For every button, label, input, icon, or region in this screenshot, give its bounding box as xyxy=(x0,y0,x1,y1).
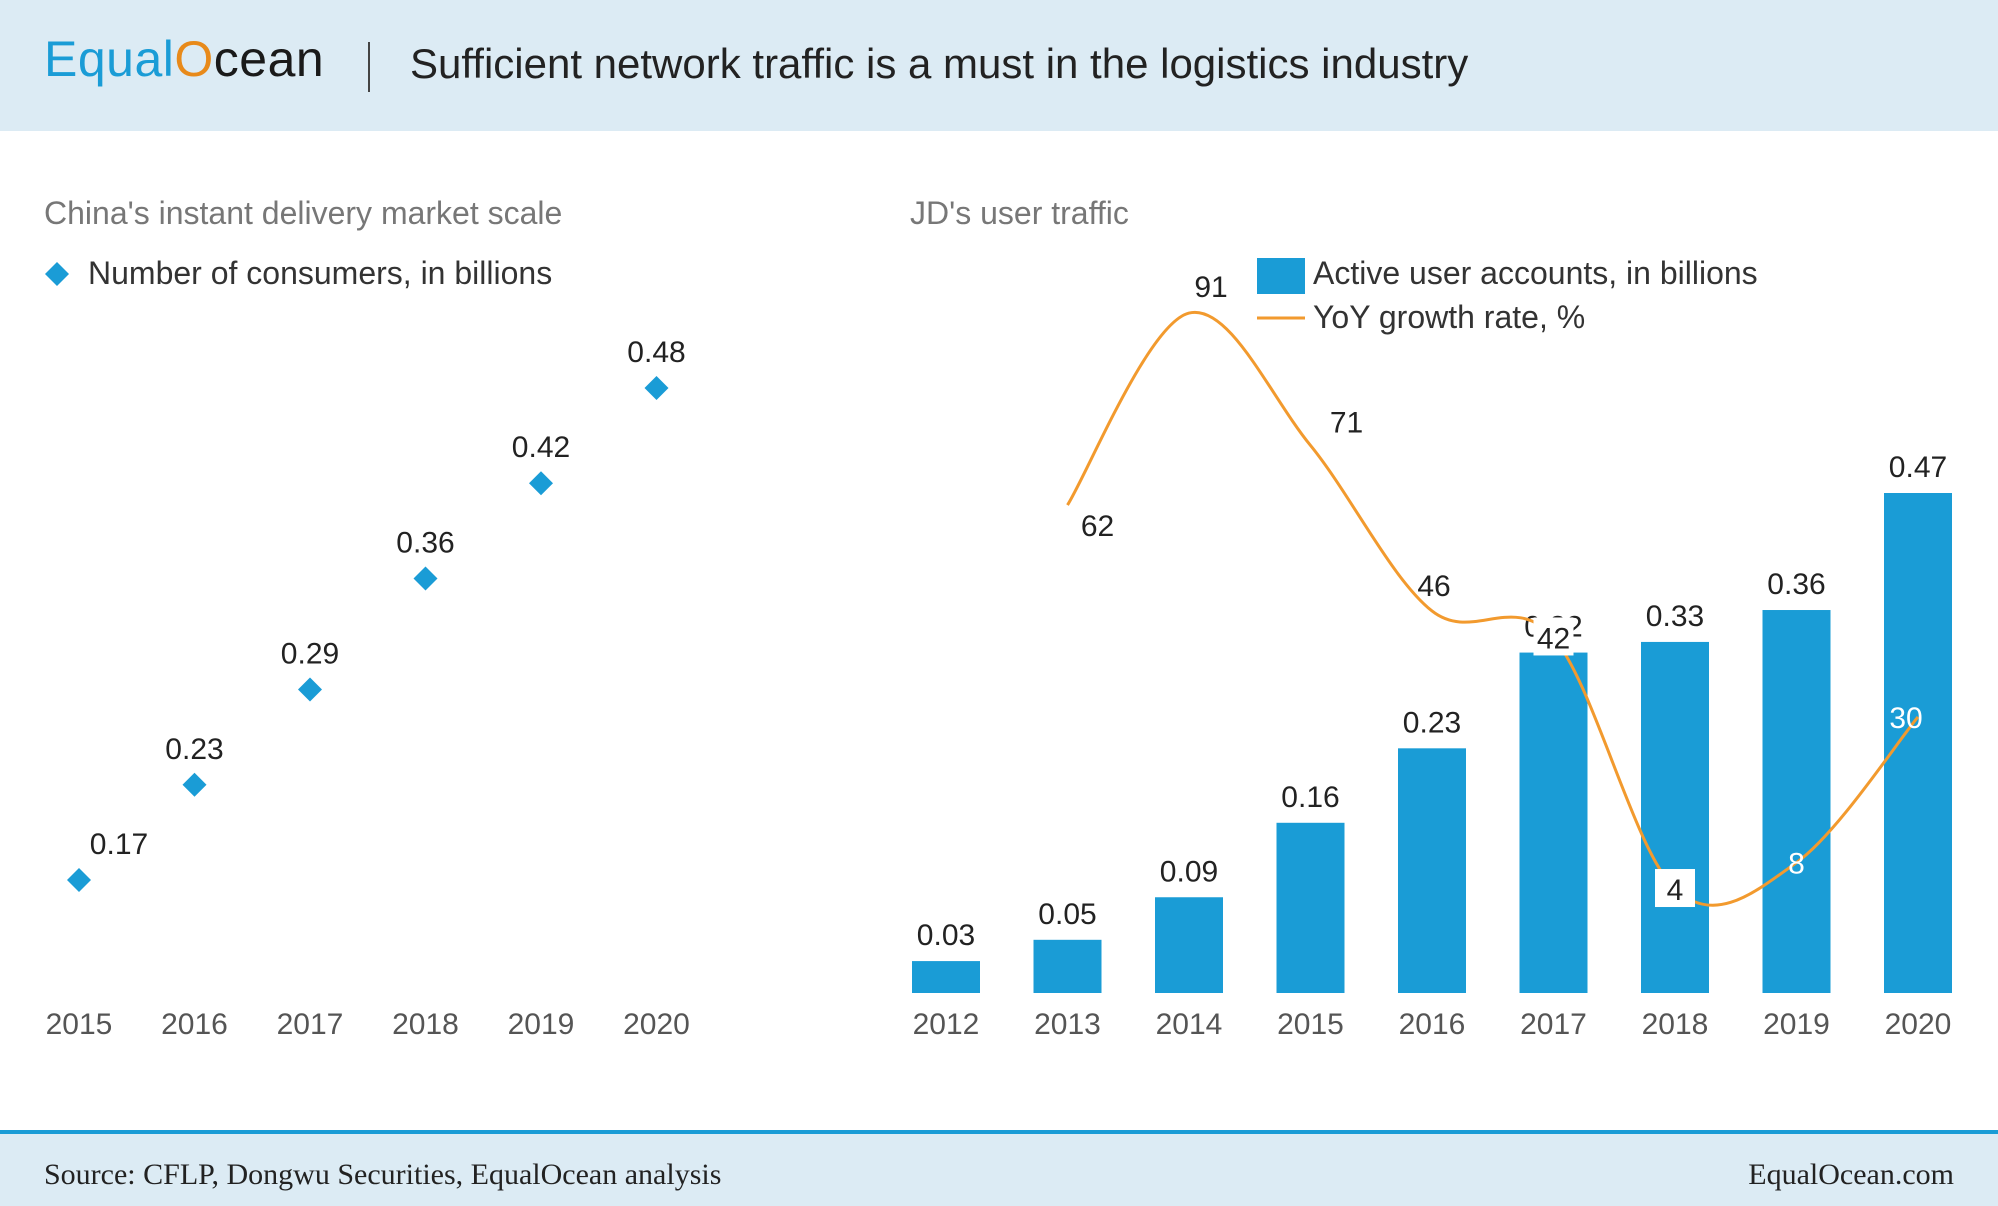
right-x-tick-label: 2016 xyxy=(1399,1008,1466,1041)
bar xyxy=(1519,652,1588,993)
bar xyxy=(912,961,980,993)
scatter-point xyxy=(529,471,553,496)
line-data-label: 30 xyxy=(1889,702,1922,735)
bar-data-label: 0.47 xyxy=(1889,451,1947,484)
bar-data-label: 0.36 xyxy=(1767,568,1825,601)
line-data-label: 71 xyxy=(1330,406,1363,439)
left-plot-area: 0.17 2015 0.23 2016 0.29 2017 0.36 2018 0.42 2019… xyxy=(46,336,690,1041)
line-data-label: 91 xyxy=(1194,271,1227,304)
left-x-tick-label: 2020 xyxy=(623,1008,690,1041)
scatter-data-label: 0.48 xyxy=(627,336,685,369)
scatter-data-label: 0.29 xyxy=(281,638,339,671)
bar xyxy=(1762,610,1831,993)
bar-data-label: 0.33 xyxy=(1646,600,1704,633)
right-plot-area: 0.03 2012 0.05 2013 0.09 2014 0.16 2015 0.23 2016… xyxy=(912,271,1952,1041)
logo-o-accent: O xyxy=(174,31,214,87)
left-x-tick-label: 2018 xyxy=(392,1008,459,1041)
line-data-label: 62 xyxy=(1081,510,1114,543)
charts-canvas: China's instant delivery market scale Nu… xyxy=(44,195,1952,1041)
left-x-tick-label: 2017 xyxy=(277,1008,344,1041)
right-x-tick-label: 2013 xyxy=(1034,1008,1101,1041)
line-data-label: 46 xyxy=(1417,570,1450,603)
line-label-background xyxy=(1655,869,1695,908)
scatter-data-label: 0.36 xyxy=(396,526,454,559)
right-chart-title: JD's user traffic xyxy=(910,195,1129,231)
header-banner xyxy=(0,0,1998,131)
header-divider xyxy=(368,42,370,92)
footer-site: EqualOcean.com xyxy=(1748,1158,1954,1191)
left-x-tick-label: 2019 xyxy=(508,1008,575,1041)
bar xyxy=(1033,939,1102,993)
right-x-tick-label: 2020 xyxy=(1885,1008,1952,1041)
line-label-background xyxy=(1533,617,1574,656)
line-data-label: 8 xyxy=(1788,848,1805,881)
bar-data-label: 0.16 xyxy=(1281,781,1339,814)
bar-data-label: 0.23 xyxy=(1403,706,1461,739)
footer-rule xyxy=(0,1130,1998,1134)
scatter-point xyxy=(298,677,322,702)
bar-data-label: 0.03 xyxy=(917,919,975,952)
bar xyxy=(1155,897,1223,993)
left-legend-marker xyxy=(45,262,69,286)
right-legend-bar-marker xyxy=(1257,258,1305,294)
right-x-tick-label: 2019 xyxy=(1763,1008,1830,1041)
left-x-tick-label: 2016 xyxy=(161,1008,228,1041)
right-x-tick-label: 2015 xyxy=(1277,1008,1344,1041)
scatter-point xyxy=(413,566,438,591)
left-chart-title: China's instant delivery market scale xyxy=(44,195,562,231)
right-legend-line-label: YoY growth rate, % xyxy=(1313,299,1585,335)
growth-rate-line xyxy=(1066,310,1920,907)
scatter-data-label: 0.17 xyxy=(90,828,148,861)
left-x-tick-label: 2015 xyxy=(46,1008,113,1041)
bar-data-label: 0.09 xyxy=(1160,855,1218,888)
right-x-tick-label: 2012 xyxy=(913,1008,980,1041)
line-data-label: 4 xyxy=(1667,874,1684,907)
scatter-point xyxy=(67,868,91,892)
right-x-tick-label: 2018 xyxy=(1642,1008,1709,1041)
bar xyxy=(1276,822,1345,993)
left-legend-label: Number of consumers, in billions xyxy=(88,255,552,291)
footer-source: Source: CFLP, Dongwu Securities, EqualOc… xyxy=(44,1158,722,1191)
bar xyxy=(1398,748,1466,993)
bar xyxy=(1641,641,1709,993)
scatter-data-label: 0.42 xyxy=(512,431,570,464)
logo-prefix: Equal xyxy=(44,31,175,87)
bar xyxy=(1884,493,1952,993)
right-x-tick-label: 2014 xyxy=(1156,1008,1223,1041)
logo-suffix: cean xyxy=(213,31,325,87)
scatter-point xyxy=(182,772,207,797)
equalocean-logo: EqualOcean xyxy=(44,30,324,88)
scatter-data-label: 0.23 xyxy=(165,733,223,766)
right-x-tick-label: 2017 xyxy=(1520,1008,1587,1041)
right-legend-bar-label: Active user accounts, in billions xyxy=(1313,255,1758,291)
bar-data-label: 0.05 xyxy=(1038,898,1096,931)
page-title: Sufficient network traffic is a must in … xyxy=(410,40,1469,87)
line-data-label: 42 xyxy=(1537,622,1570,655)
footer-banner xyxy=(0,1134,1998,1206)
scatter-point xyxy=(644,376,669,400)
